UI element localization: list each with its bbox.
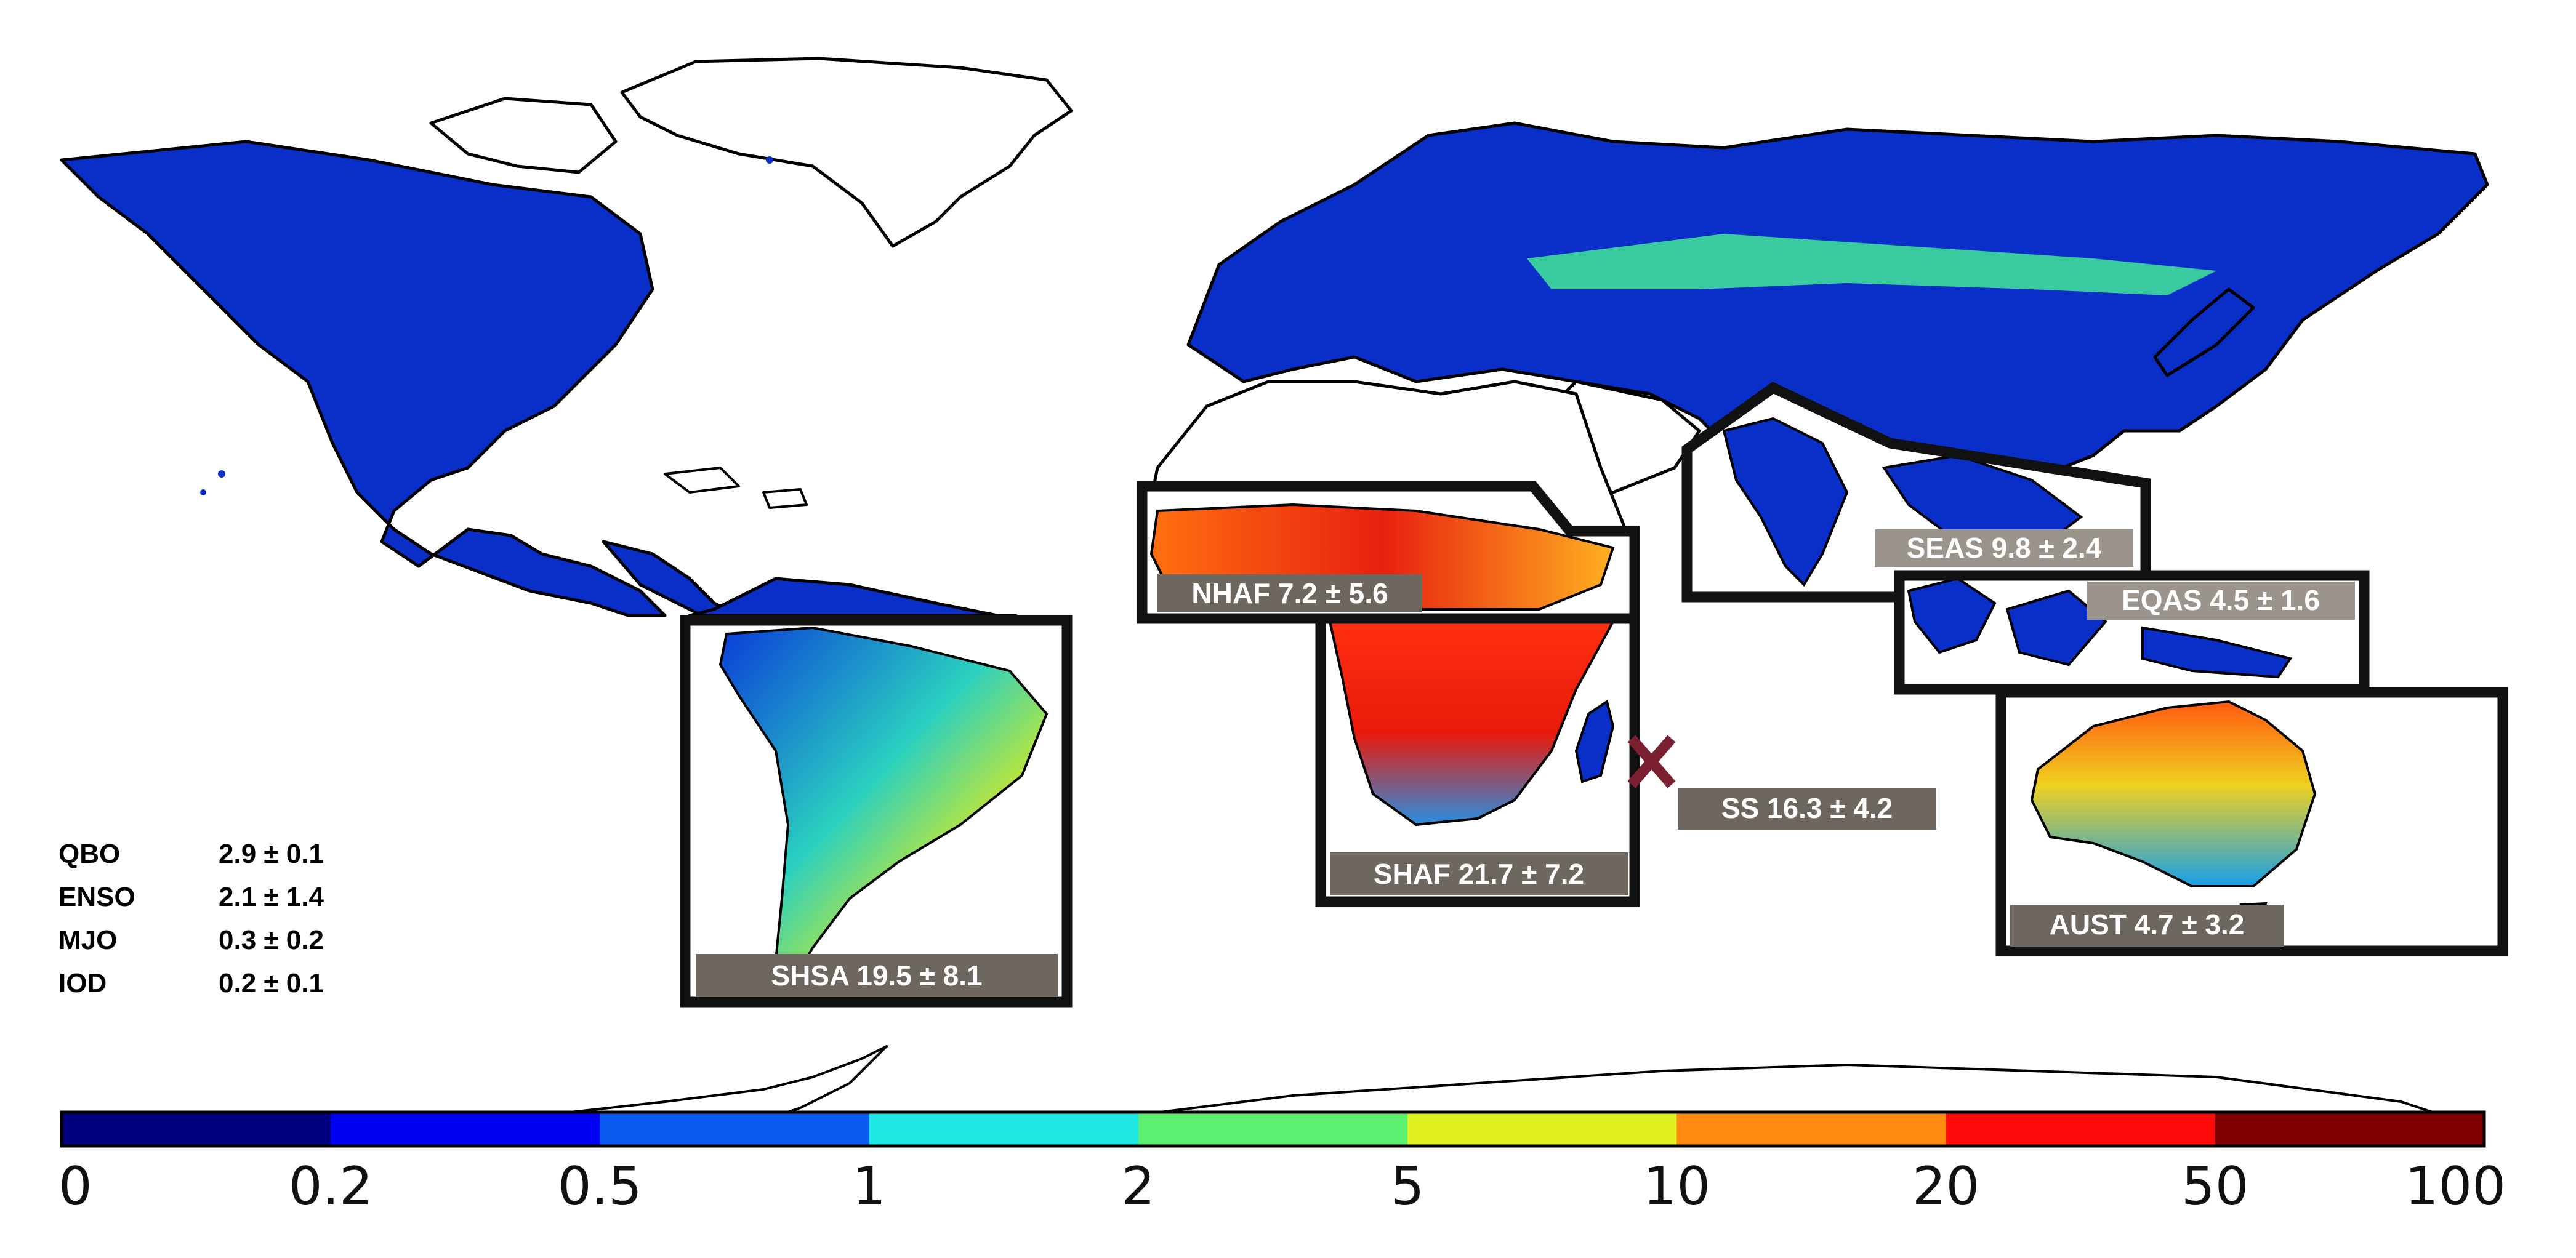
colorbar-tick-label: 5 (1391, 1156, 1425, 1217)
region-label-eqas: EQAS 4.5 ± 1.6 (2122, 584, 2320, 616)
colorbar-tick-label: 0.2 (289, 1156, 373, 1217)
region-label-shsa: SHSA 19.5 ± 8.1 (771, 960, 982, 992)
colorbar-tick-label: 0.5 (558, 1156, 642, 1217)
eurasia-steppe-band (1527, 234, 2216, 295)
colorbar-segment (1138, 1112, 1408, 1146)
region-box-nhaf (1137, 481, 1640, 624)
japan-coastline (2153, 287, 2255, 377)
colorbar-segment (62, 1112, 331, 1146)
colorbar-segment (331, 1112, 600, 1146)
stat-value-qbo: 2.9 ± 0.1 (219, 839, 324, 869)
region-label-aust: AUST 4.7 ± 3.2 (2050, 908, 2245, 940)
maritime-southeast-asia-land (1907, 577, 2293, 679)
site-label-ss: SS 16.3 ± 4.2 (1721, 792, 1893, 824)
land-layer (60, 57, 2489, 1121)
south-america-land (718, 626, 1049, 981)
colorbar-segment (1407, 1112, 1677, 1146)
region-label-shaf: SHAF 21.7 ± 7.2 (1374, 858, 1584, 890)
antarctica-coastline (553, 1045, 2439, 1121)
stat-name-qbo: QBO (58, 839, 120, 869)
colorbar-tick-label: 0 (58, 1156, 92, 1217)
southern-africa-land (1328, 620, 1616, 827)
region-box-aust (1995, 687, 2508, 956)
region-box-shaf (1315, 613, 1640, 907)
stat-name-enso: ENSO (58, 882, 135, 912)
region-label-nhaf: NHAF 7.2 ± 5.6 (1191, 577, 1388, 609)
caribbean-islands (664, 467, 808, 509)
region-box-shsa (680, 615, 1073, 1008)
region-label-seas: SEAS 9.8 ± 2.4 (1907, 532, 2102, 564)
colorbar-segment (1946, 1112, 2216, 1146)
north-america-land (60, 140, 667, 617)
colorbar-segment (600, 1112, 870, 1146)
stat-name-mjo: MJO (58, 925, 117, 955)
colorbar-tick-label: 100 (2405, 1156, 2506, 1217)
north-south-america-land (688, 577, 1018, 617)
australia-land (2030, 700, 2317, 887)
region-labels: SHSA 19.5 ± 8.1 NHAF 7.2 ± 5.6 SHAF 21.7… (696, 529, 2355, 997)
madagascar-land (1574, 699, 1615, 783)
colorbar-tick-label: 1 (852, 1156, 886, 1217)
stat-name-iod: IOD (58, 968, 107, 998)
stat-value-mjo: 0.3 ± 0.2 (219, 925, 324, 955)
colorbar: 0 0.2 0.5 1 2 5 10 20 50 100 (58, 1110, 2506, 1217)
colorbar-tick-label: 10 (1643, 1156, 1710, 1217)
colorbar-segment (869, 1112, 1139, 1146)
colorbar-segment (2215, 1112, 2485, 1146)
stats-panel: QBO 2.9 ± 0.1 ENSO 2.1 ± 1.4 MJO 0.3 ± 0… (58, 839, 324, 998)
colorbar-tick-label: 50 (2181, 1156, 2248, 1217)
arctic-islands-coastline (429, 97, 618, 174)
colorbar-segment (1676, 1112, 1947, 1146)
colorbar-tick-label: 2 (1122, 1156, 1156, 1217)
colorbar-tick-label: 20 (1912, 1156, 1979, 1217)
site-marker-x (1627, 735, 1676, 788)
greenland-coastline (620, 57, 1073, 248)
stat-value-enso: 2.1 ± 1.4 (219, 882, 324, 912)
stat-value-iod: 0.2 ± 0.1 (219, 968, 324, 998)
colorbar-border (60, 1110, 2486, 1148)
